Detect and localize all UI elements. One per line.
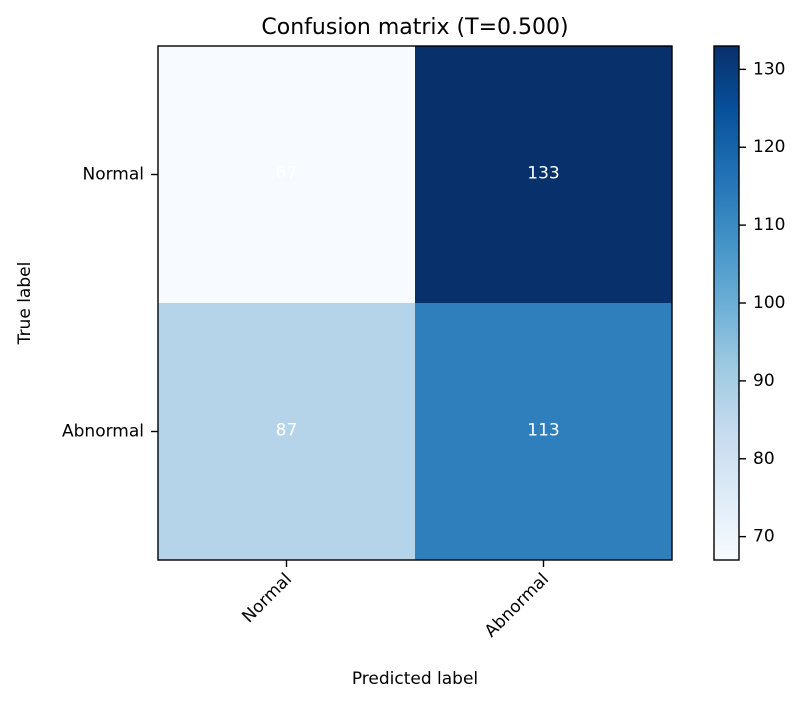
matrix-cell bbox=[158, 303, 415, 560]
colorbar-tick-label: 100 bbox=[753, 293, 785, 313]
colorbar-tick-label: 110 bbox=[753, 215, 785, 235]
colorbar-tick-label: 130 bbox=[753, 59, 785, 79]
matrix-cells bbox=[158, 46, 672, 560]
matrix-cell bbox=[415, 303, 672, 560]
colorbar-ticks: 70 80 90 100 110 120 130 bbox=[739, 59, 785, 547]
x-tick-label: Normal bbox=[238, 569, 296, 627]
y-tick-label: Normal bbox=[82, 165, 144, 185]
matrix-cell-labels: 67 133 87 113 bbox=[276, 164, 560, 441]
matrix-cell-value: 113 bbox=[527, 421, 559, 441]
matrix-cell-value: 67 bbox=[276, 164, 298, 184]
matrix-cell-value: 87 bbox=[276, 421, 298, 441]
y-axis-label: True label bbox=[15, 262, 35, 346]
plot-frame bbox=[157, 45, 673, 561]
matrix-cell bbox=[158, 46, 415, 303]
colorbar-tick-label: 120 bbox=[753, 137, 785, 157]
colorbar-tick-label: 70 bbox=[753, 527, 775, 547]
y-axis-ticks: Normal Abnormal bbox=[62, 165, 158, 442]
chart-title: Confusion matrix (T=0.500) bbox=[261, 15, 568, 40]
colorbar-tick-label: 90 bbox=[753, 371, 775, 391]
y-tick-label: Abnormal bbox=[62, 422, 144, 442]
x-tick-label: Abnormal bbox=[481, 569, 553, 641]
x-axis-ticks: Normal Abnormal bbox=[238, 560, 553, 642]
colorbar-tick-label: 80 bbox=[753, 449, 775, 469]
matrix-cell bbox=[415, 46, 672, 303]
x-axis-label: Predicted label bbox=[352, 669, 478, 689]
colorbar bbox=[714, 46, 739, 560]
matrix-cell-value: 133 bbox=[527, 164, 559, 184]
